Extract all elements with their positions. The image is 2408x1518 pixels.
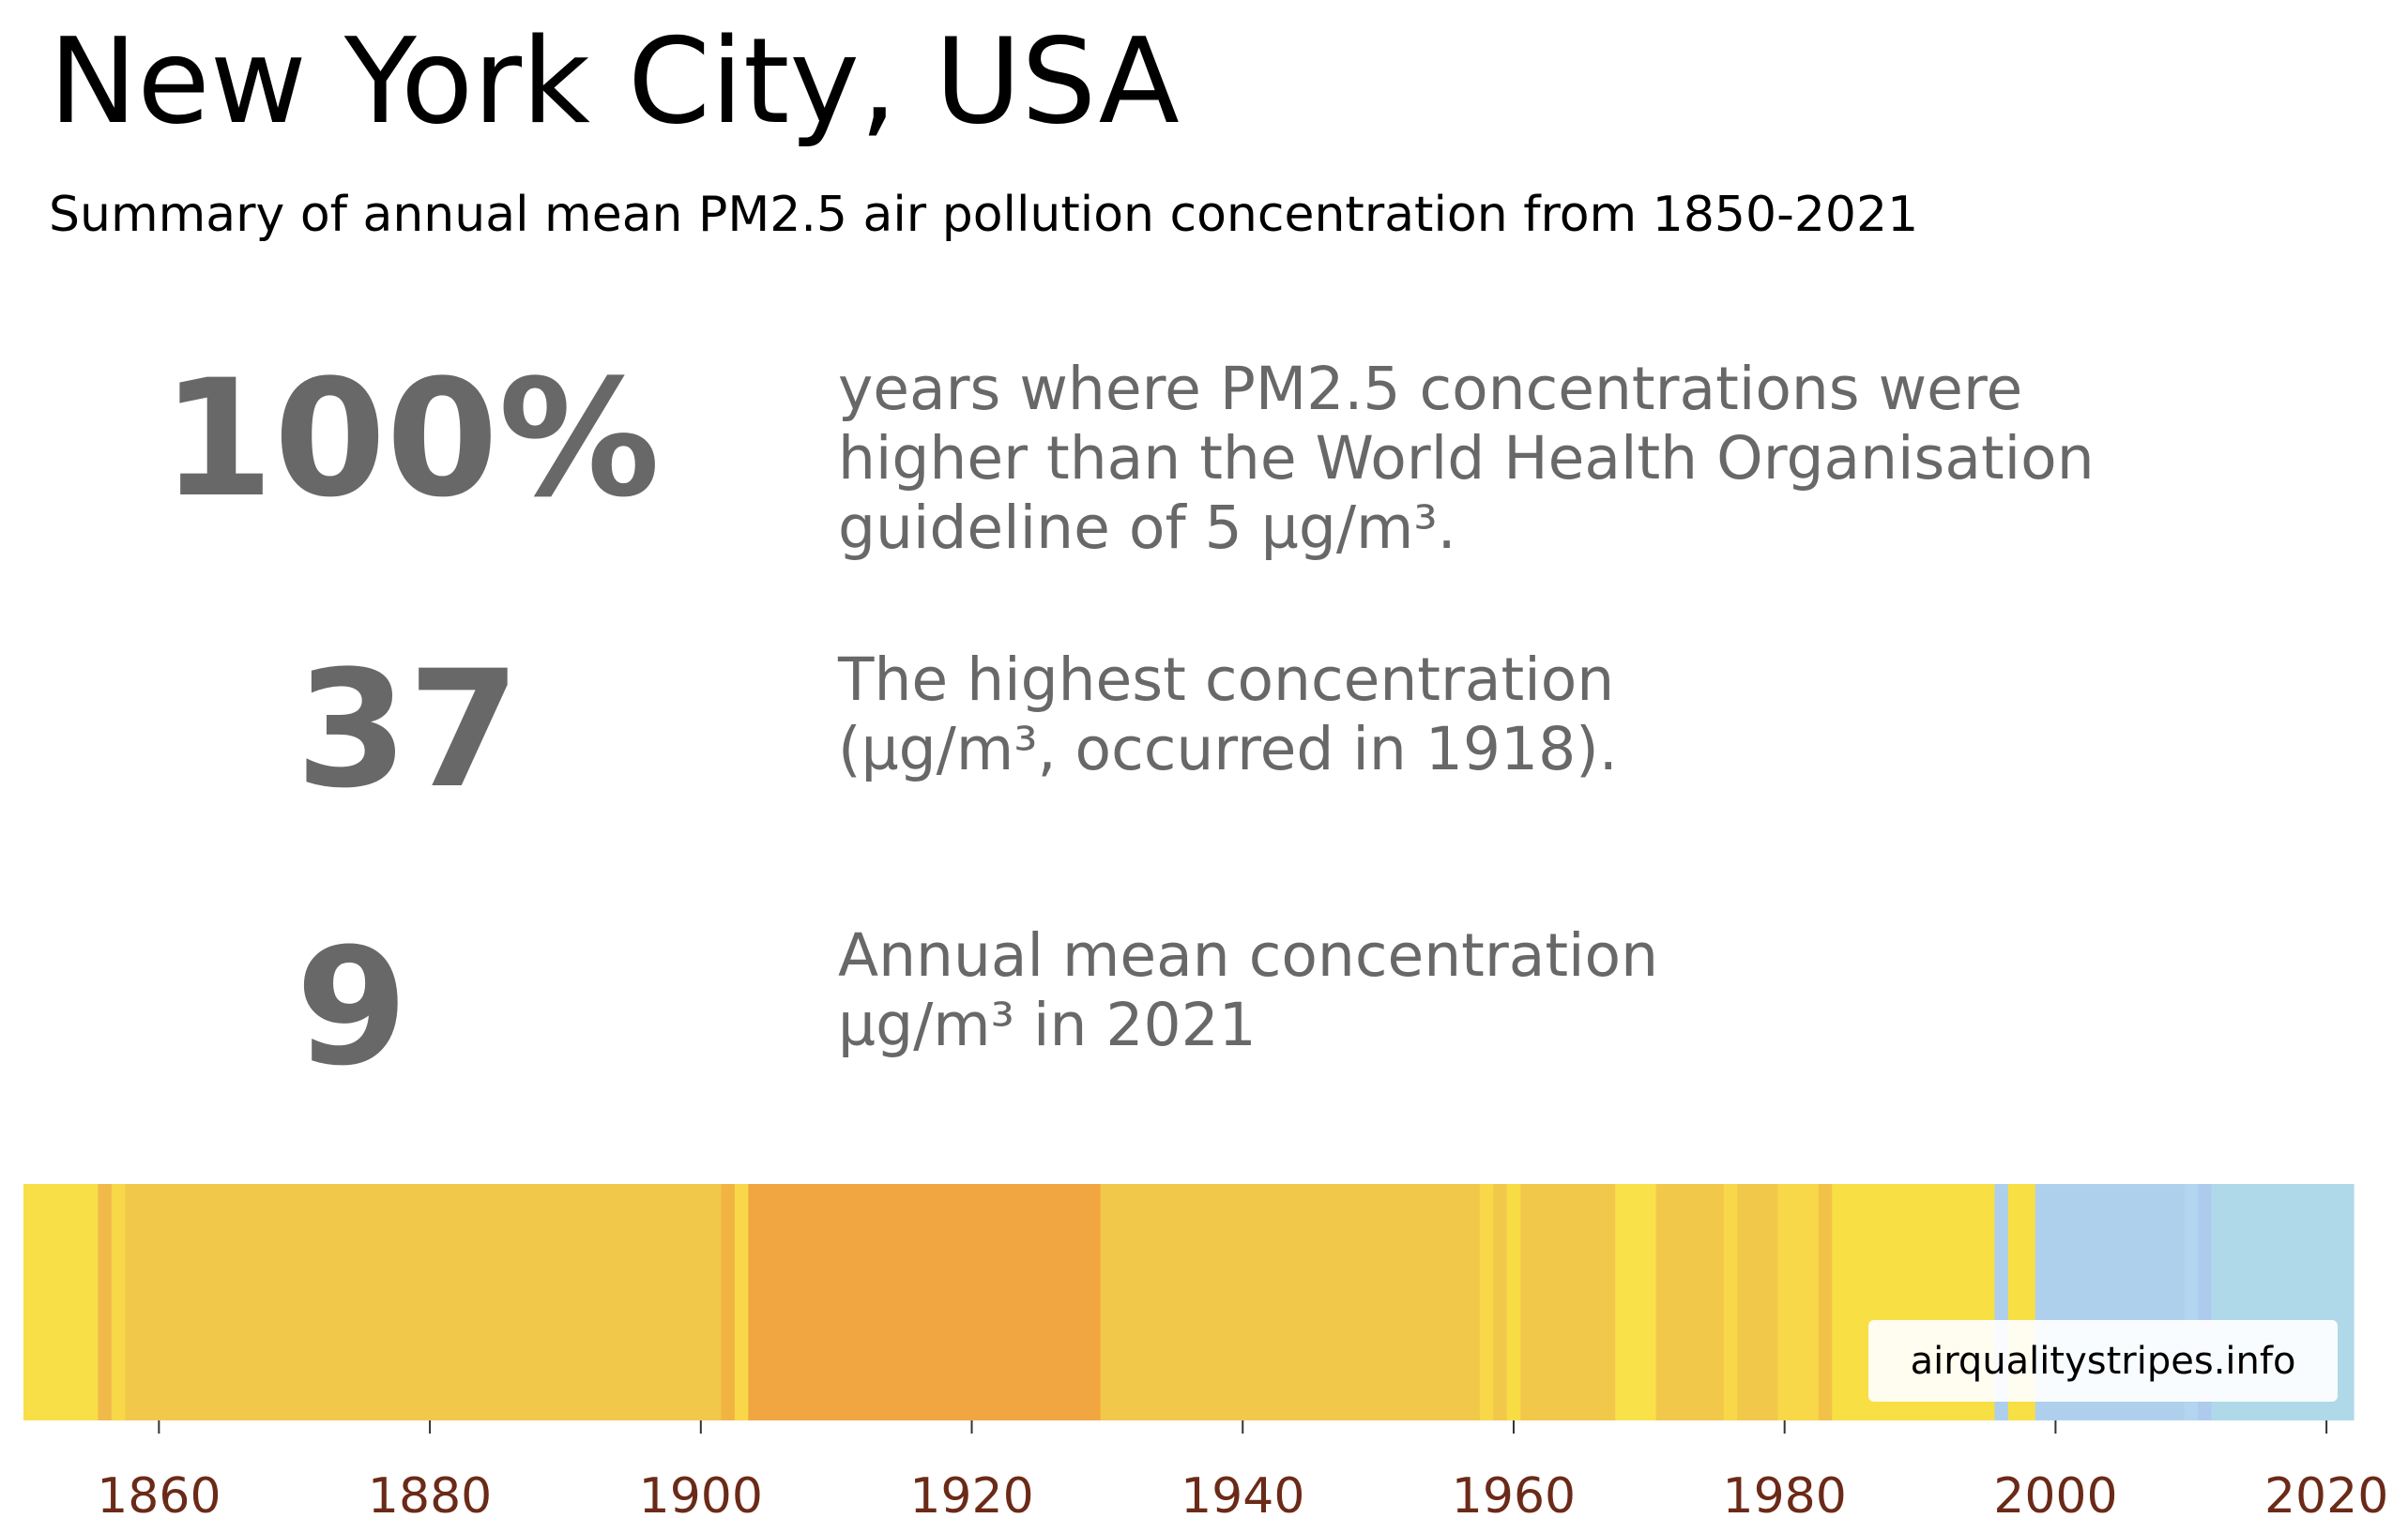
x-tick-label: 1920 xyxy=(909,1468,1033,1518)
stat-highest-description: The highest concentration (µg/m³, occurr… xyxy=(838,645,1618,783)
stat-highest-value: 37 xyxy=(296,635,521,824)
stripe-segment xyxy=(1493,1184,1508,1420)
stat-mean-description: Annual mean concentration µg/m³ in 2021 xyxy=(838,921,1659,1059)
x-tick-label: 1880 xyxy=(368,1468,492,1518)
stripe-segment xyxy=(721,1184,736,1420)
stripe-segment xyxy=(1506,1184,1521,1420)
page-subtitle: Summary of annual mean PM2.5 air polluti… xyxy=(49,187,1919,243)
stripe-segment xyxy=(1777,1184,1820,1420)
stripe-segment xyxy=(1818,1184,1833,1420)
x-tick-label: 2000 xyxy=(1993,1468,2117,1518)
stripe-segment xyxy=(734,1184,749,1420)
stripe-segment xyxy=(1520,1184,1616,1420)
stat-percent-description: years where PM2.5 concentrations were hi… xyxy=(838,355,2095,562)
credit-label: airqualitystripes.info xyxy=(1868,1320,2338,1402)
x-tick-label: 1980 xyxy=(1723,1468,1847,1518)
x-tick-label: 1900 xyxy=(639,1468,763,1518)
x-tick-label: 1940 xyxy=(1181,1468,1304,1518)
stripe-segment xyxy=(1100,1184,1481,1420)
stripe-segment xyxy=(1723,1184,1738,1420)
stripe-segment xyxy=(98,1184,113,1420)
stripe-segment xyxy=(1655,1184,1725,1420)
stripe-segment xyxy=(1615,1184,1657,1420)
page-title: New York City, USA xyxy=(49,12,1180,150)
stripe-segment xyxy=(23,1184,99,1420)
x-tick-label: 1860 xyxy=(97,1468,221,1518)
stat-percent-value: 100% xyxy=(161,344,661,533)
stripe-segment xyxy=(111,1184,126,1420)
stripe-segment xyxy=(1737,1184,1779,1420)
x-tick-label: 1960 xyxy=(1452,1468,1576,1518)
stripe-segment xyxy=(1479,1184,1494,1420)
x-tick-label: 2020 xyxy=(2264,1468,2388,1518)
stripe-segment xyxy=(748,1184,1102,1420)
stripe-segment xyxy=(125,1184,723,1420)
stat-mean-value: 9 xyxy=(296,913,408,1101)
